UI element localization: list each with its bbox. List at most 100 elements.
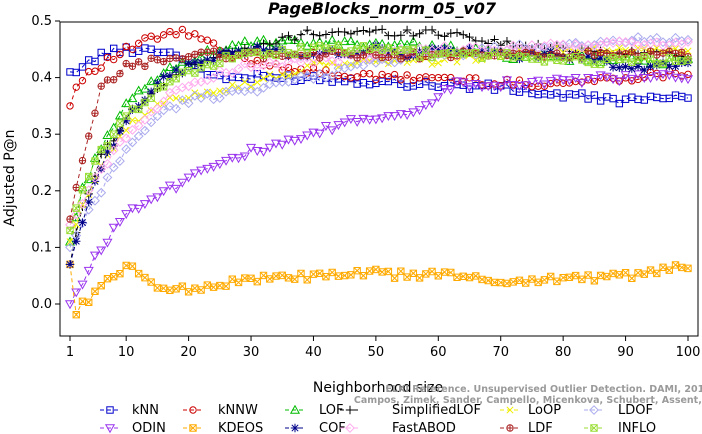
data-point	[121, 210, 132, 220]
data-point	[216, 53, 224, 62]
data-point	[372, 75, 380, 84]
data-point	[221, 47, 231, 56]
data-point	[378, 54, 386, 62]
legend-item-fastabod: FastABOD	[340, 421, 456, 434]
data-point	[314, 69, 325, 79]
data-point	[484, 39, 493, 48]
data-point	[134, 269, 143, 278]
data-point	[446, 29, 455, 38]
data-point	[352, 117, 363, 127]
data-point	[428, 53, 436, 62]
data-point	[428, 60, 436, 68]
data-point	[97, 48, 105, 57]
data-point	[403, 273, 411, 281]
y-tick-label: 0.2	[31, 184, 52, 199]
data-point	[384, 53, 393, 61]
data-point	[415, 29, 424, 38]
data-point	[228, 48, 237, 58]
data-point	[239, 152, 250, 162]
data-point	[322, 273, 330, 281]
data-point	[520, 81, 531, 91]
data-point	[633, 62, 643, 71]
data-point	[140, 114, 150, 125]
data-point	[121, 98, 132, 108]
data-point	[670, 73, 681, 83]
data-point	[615, 271, 624, 279]
data-point	[596, 48, 605, 57]
data-point	[78, 76, 87, 85]
data-point	[571, 271, 580, 280]
data-point	[146, 195, 157, 205]
data-point	[657, 70, 669, 80]
data-point	[84, 197, 93, 207]
data-point	[333, 56, 344, 67]
data-point	[127, 125, 138, 135]
data-point	[422, 46, 430, 54]
data-point	[403, 52, 411, 60]
data-point	[178, 68, 187, 76]
data-point	[645, 74, 656, 84]
data-point	[158, 187, 169, 197]
legend-item-cof: COF	[285, 421, 346, 434]
data-point	[291, 50, 299, 59]
data-point	[364, 53, 375, 64]
data-point	[252, 147, 263, 156]
data-point	[140, 95, 150, 105]
legend-label: kNN	[132, 403, 159, 418]
data-point	[191, 30, 199, 38]
data-point	[408, 36, 419, 46]
data-point	[66, 238, 74, 246]
data-point	[165, 71, 175, 80]
data-point	[383, 112, 394, 122]
legend-label: LoOP	[528, 403, 561, 418]
legend-item-kdeos: KDEOS	[183, 421, 263, 434]
data-point	[109, 272, 118, 281]
data-point	[222, 282, 230, 290]
data-point	[191, 284, 199, 292]
data-point	[395, 110, 406, 120]
data-point	[628, 58, 636, 66]
data-point	[589, 75, 600, 84]
data-point	[172, 285, 180, 293]
data-point	[91, 57, 99, 66]
data-point	[640, 65, 649, 75]
data-point	[115, 156, 125, 166]
data-point	[659, 59, 667, 68]
data-point	[153, 35, 162, 43]
data-point	[671, 62, 680, 71]
data-point	[166, 27, 174, 36]
data-point	[78, 218, 87, 227]
data-point	[378, 70, 386, 79]
data-point	[77, 218, 88, 229]
x-tick-label: 100	[676, 345, 701, 360]
data-point	[253, 42, 262, 51]
data-point	[91, 109, 99, 117]
data-point	[266, 275, 274, 283]
x-tick-label: 40	[305, 345, 322, 360]
data-point	[628, 48, 636, 56]
legend-item-loop: LoOP	[500, 403, 561, 418]
data-point	[353, 73, 361, 81]
legend-label: LDOF	[618, 403, 653, 418]
data-point	[297, 43, 305, 51]
data-point	[558, 39, 569, 50]
data-point	[365, 70, 374, 78]
data-point	[241, 78, 249, 86]
data-point	[584, 271, 592, 279]
legend-label: ODIN	[132, 421, 166, 434]
data-point	[233, 85, 244, 95]
data-point	[171, 65, 181, 74]
data-point	[234, 46, 243, 56]
data-point	[528, 275, 536, 283]
data-point	[221, 156, 232, 166]
data-point	[372, 51, 380, 59]
data-point	[515, 76, 524, 84]
data-point	[465, 49, 474, 57]
data-point	[134, 47, 143, 55]
data-point	[322, 61, 330, 69]
data-point	[246, 62, 256, 73]
data-point	[590, 91, 599, 99]
data-point	[214, 160, 225, 170]
data-point	[278, 71, 286, 79]
data-point	[596, 271, 605, 280]
